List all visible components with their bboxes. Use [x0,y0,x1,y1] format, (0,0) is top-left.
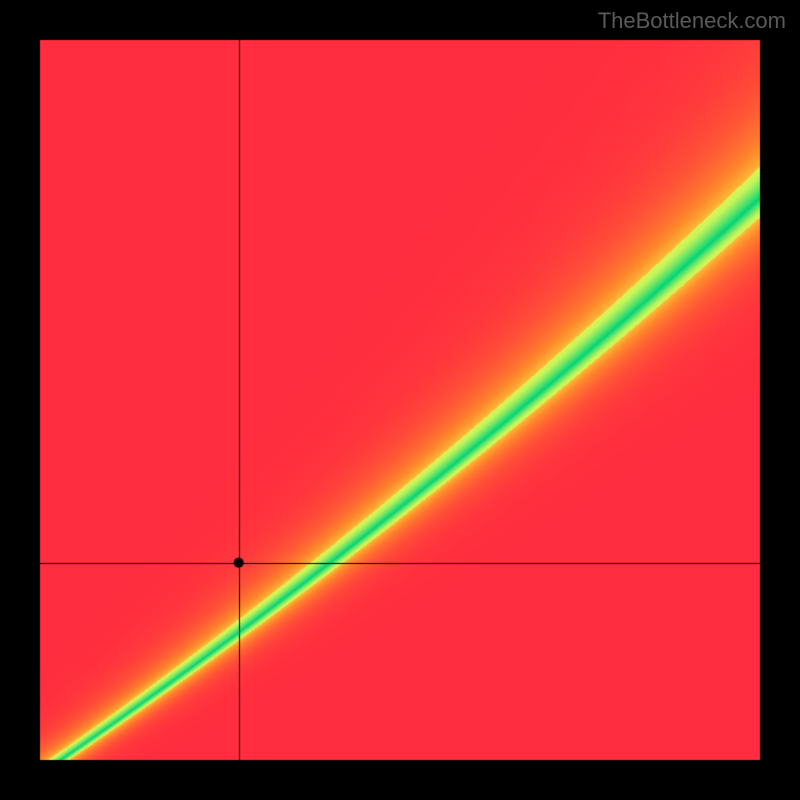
watermark-text: TheBottleneck.com [598,8,786,34]
bottleneck-heatmap [0,0,800,800]
chart-container: TheBottleneck.com [0,0,800,800]
